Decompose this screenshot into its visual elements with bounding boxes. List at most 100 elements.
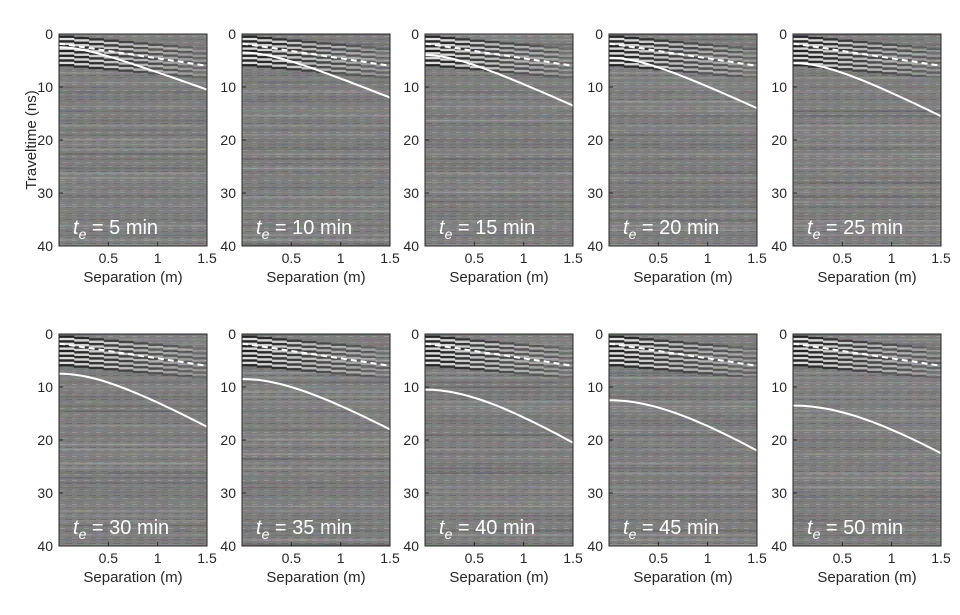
radargram-traces xyxy=(793,334,941,546)
x-tick-label: 1.5 xyxy=(380,250,400,266)
radargram-traces xyxy=(59,334,207,546)
direct-wave-dashed-line xyxy=(425,342,573,367)
panel-label: te = 45 min xyxy=(623,517,719,542)
y-tick-label: 20 xyxy=(771,432,787,448)
panel-te-25: 0 10 20 30 40 0.5 1 1.5 Separation (m) te = 25 mi… xyxy=(771,26,951,286)
y-tick-label: 10 xyxy=(771,379,787,395)
x-tick-label: 1 xyxy=(154,550,162,566)
y-tick-label: 10 xyxy=(220,79,236,95)
y-tick-label: 20 xyxy=(37,432,53,448)
x-axis-label: Separation (m) xyxy=(633,269,732,286)
panel-label: te = 40 min xyxy=(439,517,535,542)
x-axis-label: Separation (m) xyxy=(449,269,548,286)
y-tick-label: 10 xyxy=(587,379,603,395)
y-tick-label: 10 xyxy=(37,79,53,95)
x-tick-label: 0.5 xyxy=(833,550,853,566)
y-tick-label: 30 xyxy=(403,485,419,501)
x-tick-label: 1.5 xyxy=(197,250,217,266)
direct-wave-dashed-line xyxy=(793,42,941,67)
panel-te-45: 0 10 20 30 40 0.5 1 1.5 Separation (m) te = 45 mi… xyxy=(587,326,767,586)
x-axis-label: Separation (m) xyxy=(266,569,365,586)
radargram-traces xyxy=(425,334,573,546)
radargram-traces xyxy=(59,34,207,246)
x-axis-label: Separation (m) xyxy=(817,569,916,586)
direct-wave-dashed-line xyxy=(242,42,390,67)
y-tick-label: 40 xyxy=(771,238,787,254)
y-tick-label: 40 xyxy=(403,538,419,554)
y-tick-label: 30 xyxy=(37,185,53,201)
y-tick-label: 40 xyxy=(771,538,787,554)
panel-te-40: 0 10 20 30 40 0.5 1 1.5 Separation (m) te = 40 mi… xyxy=(403,326,583,586)
x-tick-label: 1.5 xyxy=(563,550,583,566)
y-tick-label: 20 xyxy=(587,432,603,448)
reflection-pick-curve xyxy=(242,378,390,431)
y-tick-label: 0 xyxy=(411,326,419,342)
reflection-pick-curve xyxy=(59,372,207,428)
y-tick-label: 0 xyxy=(779,26,787,42)
y-tick-label: 30 xyxy=(403,185,419,201)
y-tick-label: 20 xyxy=(37,132,53,148)
y-tick-label: 0 xyxy=(45,326,53,342)
x-tick-label: 0.5 xyxy=(649,550,669,566)
y-tick-label: 40 xyxy=(37,238,53,254)
x-tick-label: 1.5 xyxy=(747,250,767,266)
y-tick-label: 20 xyxy=(403,132,419,148)
y-tick-label: 0 xyxy=(595,26,603,42)
y-tick-label: 40 xyxy=(220,538,236,554)
x-tick-label: 1 xyxy=(337,550,345,566)
y-tick-label: 30 xyxy=(771,485,787,501)
y-tick-label: 0 xyxy=(228,26,236,42)
direct-wave-dashed-line xyxy=(425,42,573,67)
y-tick-label: 20 xyxy=(771,132,787,148)
y-tick-label: 30 xyxy=(37,485,53,501)
y-tick-label: 40 xyxy=(587,238,603,254)
y-tick-label: 20 xyxy=(220,432,236,448)
panel-label: te = 20 min xyxy=(623,217,719,242)
panel-te-20: 0 10 20 30 40 0.5 1 1.5 Separation (m) te = 20 mi… xyxy=(587,26,767,286)
x-tick-label: 0.5 xyxy=(465,550,485,566)
y-tick-label: 20 xyxy=(403,432,419,448)
panel-te-50: 0 10 20 30 40 0.5 1 1.5 Separation (m) te = 50 mi… xyxy=(771,326,951,586)
y-tick-label: 40 xyxy=(37,538,53,554)
reflection-pick-curve xyxy=(242,51,390,99)
x-tick-label: 0.5 xyxy=(282,550,302,566)
x-tick-label: 0.5 xyxy=(649,250,669,266)
x-tick-label: 1.5 xyxy=(931,550,951,566)
y-tick-label: 10 xyxy=(37,379,53,395)
panel-label: te = 10 min xyxy=(256,217,352,242)
x-axis-label: Separation (m) xyxy=(266,269,365,286)
direct-wave-dashed-line xyxy=(793,342,941,367)
x-tick-label: 0.5 xyxy=(465,250,485,266)
y-tick-label: 20 xyxy=(587,132,603,148)
panel-label: te = 15 min xyxy=(439,217,535,242)
reflection-pick-curve xyxy=(59,46,207,91)
panel-label: te = 50 min xyxy=(807,517,903,542)
x-tick-label: 0.5 xyxy=(282,250,302,266)
x-tick-label: 1.5 xyxy=(931,250,951,266)
y-tick-label: 40 xyxy=(220,238,236,254)
y-tick-label: 30 xyxy=(771,185,787,201)
panel-label: te = 35 min xyxy=(256,517,352,542)
panel-label: te = 25 min xyxy=(807,217,903,242)
y-tick-label: 40 xyxy=(403,238,419,254)
x-tick-label: 1.5 xyxy=(197,550,217,566)
x-axis-label: Separation (m) xyxy=(83,269,182,286)
direct-wave-dashed-line xyxy=(609,42,757,67)
radargram-traces xyxy=(425,34,573,246)
y-tick-label: 0 xyxy=(779,326,787,342)
reflection-pick-curve xyxy=(793,404,941,455)
y-tick-label: 0 xyxy=(595,326,603,342)
direct-wave-dashed-line xyxy=(59,342,207,367)
x-tick-label: 0.5 xyxy=(99,250,119,266)
panel-te-30: 0 10 20 30 40 0.5 1 1.5 Separation (m) te = 30 mi… xyxy=(37,326,217,586)
y-tick-label: 30 xyxy=(220,185,236,201)
y-tick-label: 10 xyxy=(403,379,419,395)
panel-te-5: 0 10 20 30 40 0.5 1 1.5 Separation (m) te = 5 min xyxy=(37,26,217,286)
x-axis-label: Separation (m) xyxy=(449,569,548,586)
x-tick-label: 1 xyxy=(704,550,712,566)
reflection-pick-curve xyxy=(793,62,941,118)
reflection-pick-curve xyxy=(609,399,757,452)
x-tick-label: 1 xyxy=(520,250,528,266)
